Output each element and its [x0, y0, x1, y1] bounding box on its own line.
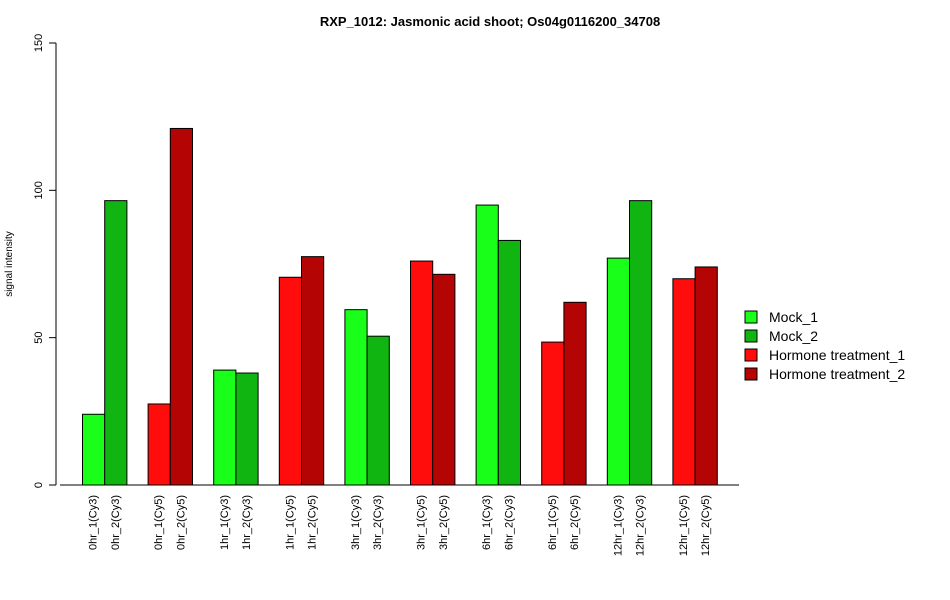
bar-12: [475, 204, 499, 486]
bar-13: [497, 239, 521, 486]
bar-19: [694, 266, 718, 486]
bar-8: [344, 309, 368, 486]
legend-label-2: Hormone treatment_1: [769, 347, 905, 363]
legend-swatch-1: [744, 329, 758, 343]
x-tick-label-3: 0hr_2(Cy5): [175, 495, 187, 550]
x-tick-label-13: 6hr_2(Cy3): [503, 495, 515, 550]
bar-6: [278, 276, 302, 486]
y-tick-label-0: 0: [33, 482, 45, 488]
x-tick-label-4: 1hr_1(Cy3): [219, 495, 231, 550]
bar-11: [432, 273, 456, 486]
bar-18: [672, 278, 696, 486]
x-tick-label-1: 0hr_2(Cy3): [110, 495, 122, 550]
bar-0: [82, 413, 106, 486]
bar-9: [366, 335, 390, 486]
chart-title: RXP_1012: Jasmonic acid shoot; Os04g0116…: [320, 14, 660, 29]
y-tick-label-1: 50: [33, 332, 45, 344]
y-axis-label: signal intensity: [4, 231, 15, 297]
legend-label-3: Hormone treatment_2: [769, 366, 905, 382]
legend-label-0: Mock_1: [769, 309, 818, 325]
x-tick-label-16: 12hr_1(Cy3): [612, 495, 624, 556]
bar-15: [563, 301, 587, 486]
x-tick-label-10: 3hr_1(Cy5): [416, 495, 428, 550]
x-tick-label-17: 12hr_2(Cy3): [635, 495, 647, 556]
bar-7: [301, 256, 325, 486]
bar-3: [169, 127, 194, 486]
bar-17: [629, 200, 653, 486]
y-tick-label-2: 100: [33, 181, 45, 199]
bar-14: [541, 341, 565, 486]
bars-group: [82, 127, 718, 486]
x-tick-label-12: 6hr_1(Cy3): [481, 495, 493, 550]
x-tick-label-0: 0hr_1(Cy3): [88, 495, 100, 550]
x-tick-label-2: 0hr_1(Cy5): [153, 495, 165, 550]
bar-1: [104, 200, 128, 486]
bar-10: [410, 260, 434, 486]
x-tick-label-9: 3hr_2(Cy3): [372, 495, 384, 550]
x-tick-label-8: 3hr_1(Cy3): [350, 495, 362, 550]
y-axis: 0 50 100 150: [33, 34, 57, 488]
x-tick-label-15: 6hr_2(Cy5): [569, 495, 581, 550]
legend-label-1: Mock_2: [769, 328, 818, 344]
x-tick-label-19: 12hr_2(Cy5): [700, 495, 712, 556]
x-tick-label-5: 1hr_2(Cy3): [241, 495, 253, 550]
legend-swatch-2: [744, 348, 758, 362]
x-tick-labels: 0hr_1(Cy3) 0hr_2(Cy3) 0hr_1(Cy5) 0hr_2(Cy5)…: [88, 495, 713, 556]
x-tick-label-11: 3hr_2(Cy5): [438, 495, 450, 550]
x-tick-label-6: 1hr_1(Cy5): [284, 495, 296, 550]
bar-4: [213, 369, 237, 486]
bar-2: [147, 403, 171, 486]
bar-5: [235, 372, 259, 486]
bar-16: [606, 257, 630, 486]
x-tick-label-7: 1hr_2(Cy5): [307, 495, 319, 550]
legend: Mock_1 Mock_2 Hormone treatment_1 Hormone t…: [744, 309, 905, 382]
legend-swatch-3: [744, 367, 758, 381]
legend-swatch-0: [744, 310, 758, 324]
y-tick-label-3: 150: [33, 34, 45, 52]
x-tick-label-14: 6hr_1(Cy5): [547, 495, 559, 550]
x-tick-label-18: 12hr_1(Cy5): [678, 495, 690, 556]
